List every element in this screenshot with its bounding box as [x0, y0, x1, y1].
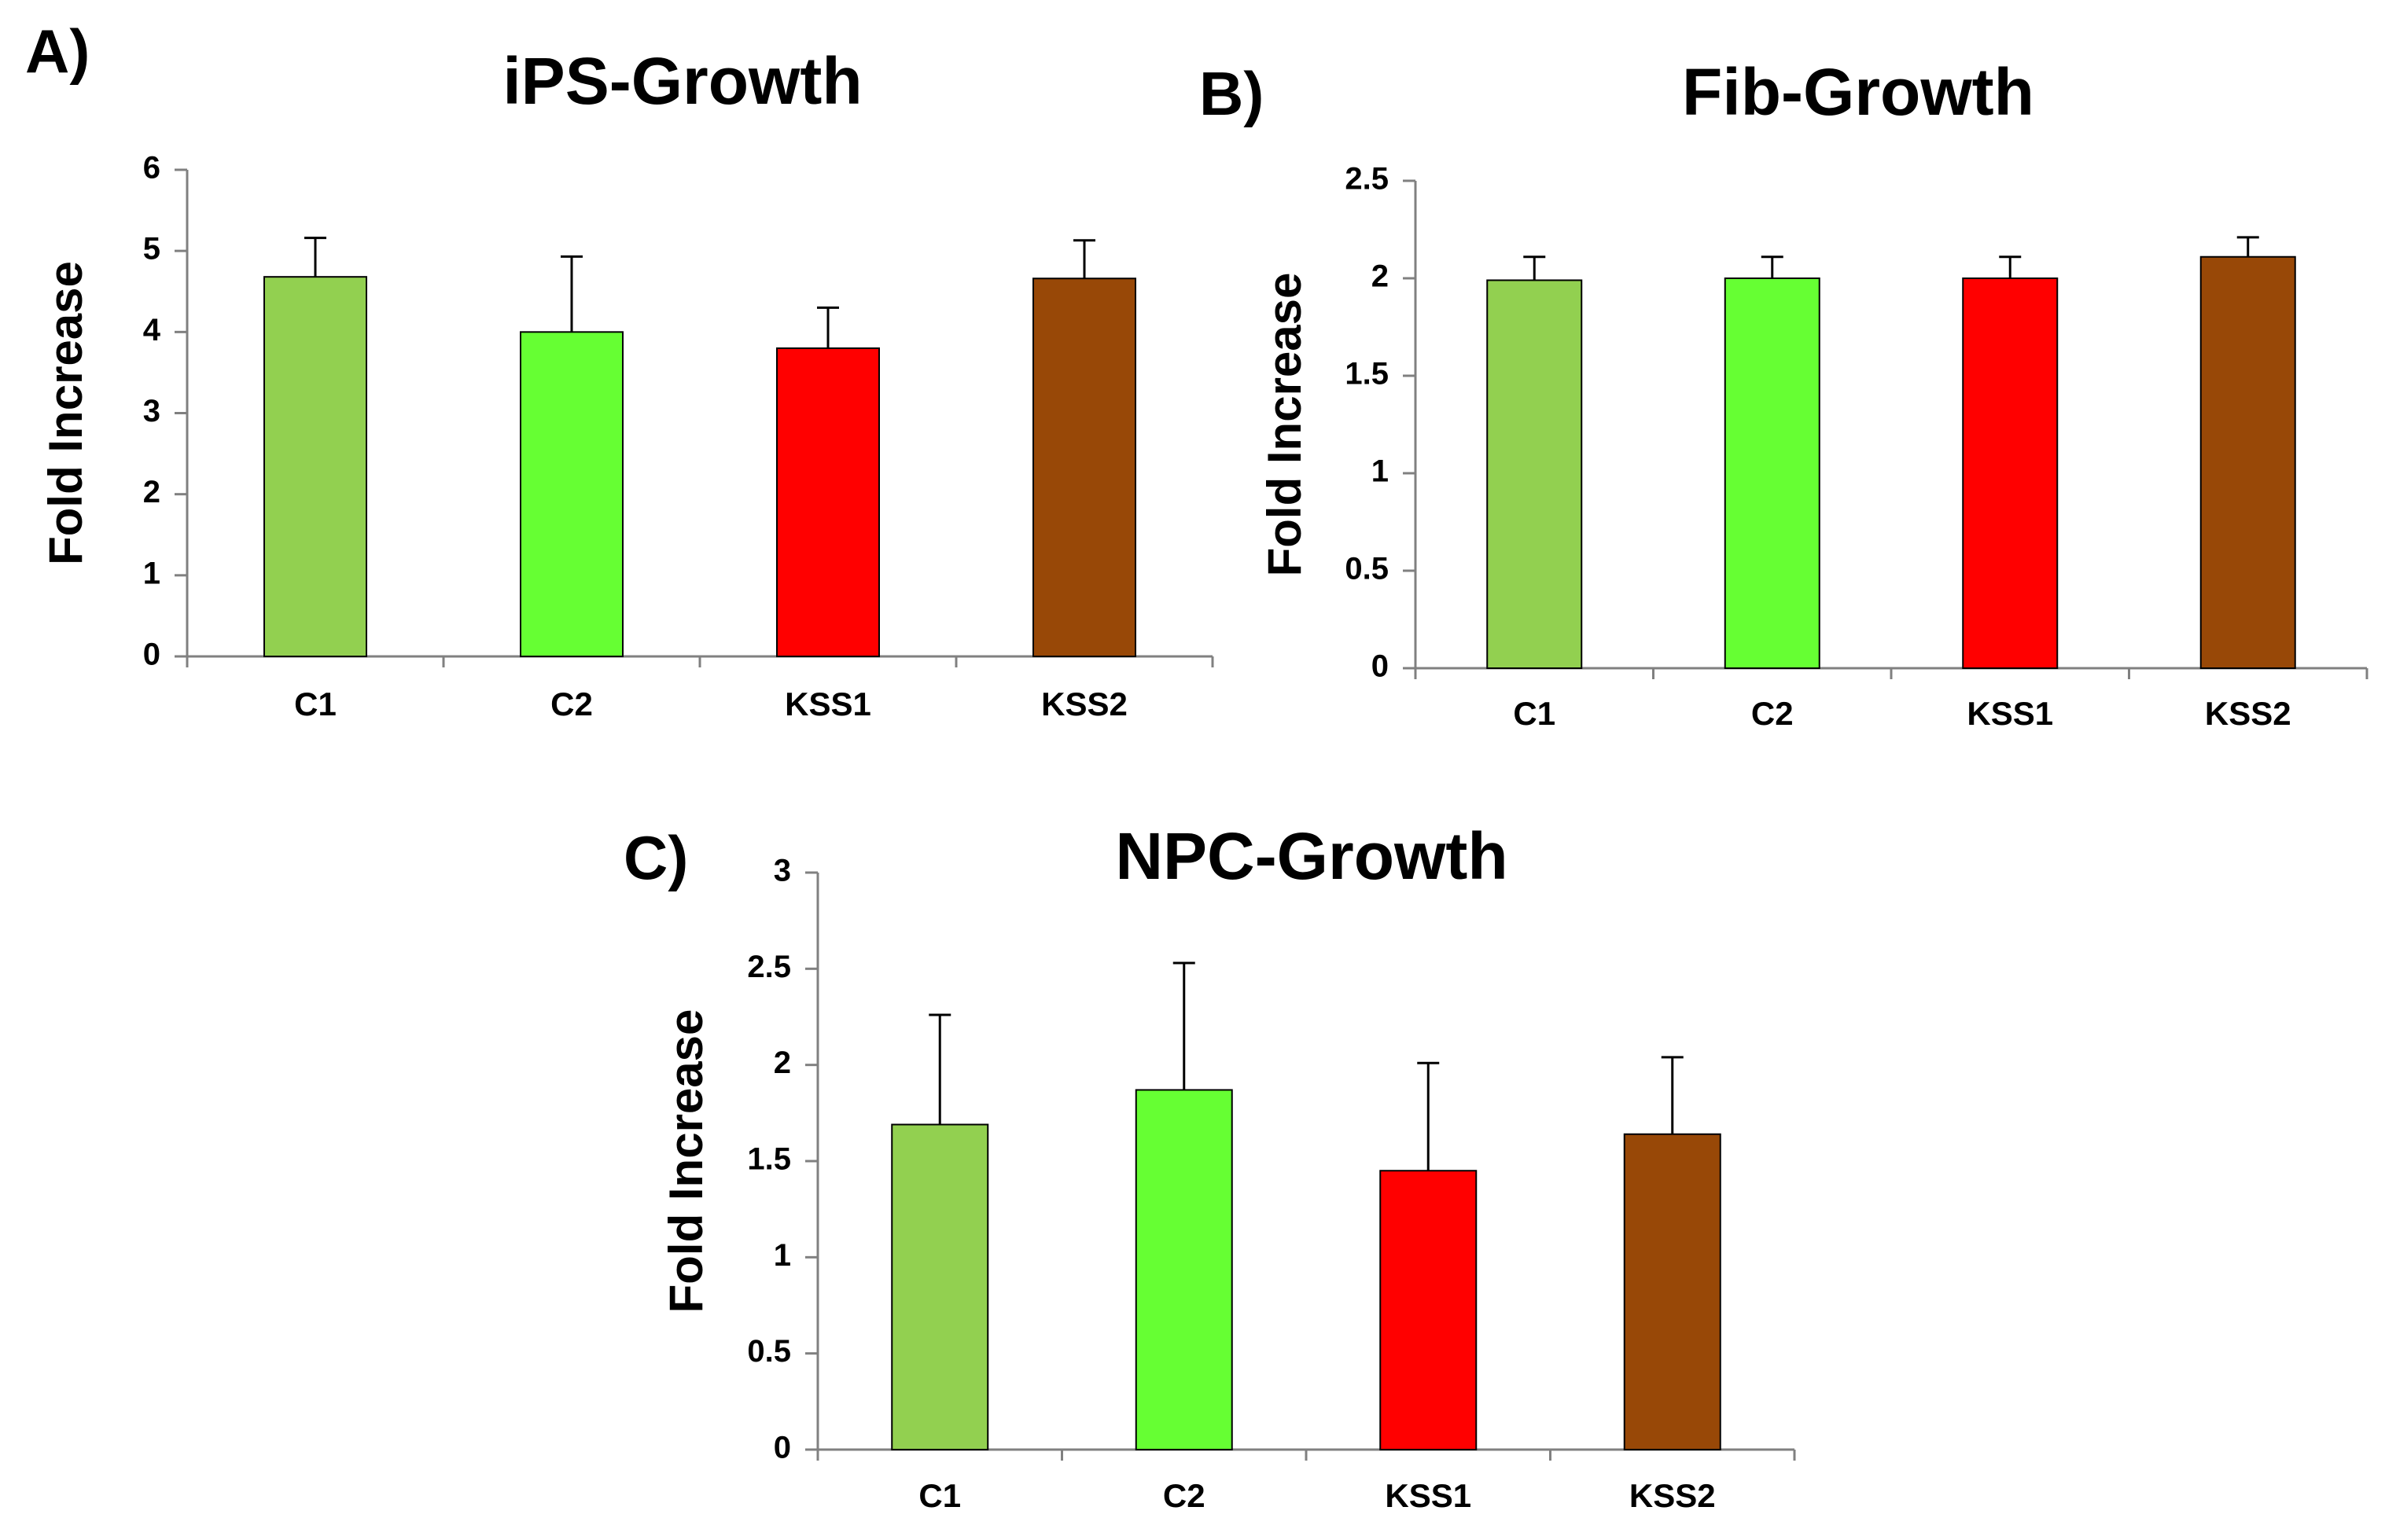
chart-panel-3: C) NPC-Growth Fold Increase 0 0.5 1 1.5 2 2.5 3 C1… [624, 819, 1796, 1514]
bar-c2 [1135, 1089, 1233, 1451]
bar-kss1 [776, 347, 880, 657]
x-tick-label: C1 [294, 685, 337, 722]
x-tick-label: C1 [918, 1477, 961, 1514]
x-tick-label: C1 [1513, 695, 1555, 732]
bar-c1 [263, 276, 367, 657]
chart-title: Fib-Growth [1682, 55, 2034, 129]
y-tick-label: 1 [1371, 454, 1389, 489]
x-tick-label: C2 [1163, 1477, 1205, 1514]
y-tick-label: 0.5 [747, 1334, 791, 1369]
bar-c1 [891, 1123, 989, 1450]
chart-panel-2: B) Fib-Growth Fold Increase 0 0.5 1 1.5 2 2.5 C1 C… [1199, 55, 2368, 732]
y-tick-label: 2 [774, 1046, 791, 1080]
y-tick-label: 1 [143, 556, 160, 590]
y-tick-label: 1 [774, 1238, 791, 1273]
x-tick-label: KSS1 [785, 685, 871, 722]
x-tick-label: C2 [550, 685, 593, 722]
y-tick-label: 0 [1371, 649, 1389, 684]
y-tick-label: 3 [143, 394, 160, 428]
y-tick-label: 0.5 [1345, 552, 1389, 586]
y-tick-label: 3 [774, 854, 791, 888]
y-tick-label: 4 [143, 313, 161, 347]
y-tick-label: 6 [143, 151, 160, 186]
y-tick-label: 1.5 [747, 1142, 791, 1177]
x-tick-label: KSS1 [1967, 695, 2053, 732]
bar-kss2 [2199, 255, 2296, 670]
bar-kss1 [1962, 277, 2059, 669]
chart-title: NPC-Growth [1115, 819, 1507, 893]
x-tick-label: C2 [1751, 695, 1794, 732]
y-tick-label: 2.5 [1345, 162, 1389, 197]
panel-label: B) [1199, 59, 1264, 128]
bar-c1 [1486, 279, 1583, 669]
bar-kss2 [1032, 277, 1136, 657]
y-axis-title: Fold Increase [39, 261, 92, 565]
y-tick-label: 5 [143, 232, 160, 266]
y-tick-label: 1.5 [1345, 357, 1389, 391]
panel-label: A) [25, 17, 90, 86]
y-tick-label: 2 [1371, 259, 1389, 294]
bar-c2 [1724, 277, 1820, 669]
x-tick-label: KSS1 [1385, 1477, 1471, 1514]
chart-panel-1: A) iPS-Growth Fold Increase 0 1 2 3 4 5 6 C1 C2 KSS1… [25, 17, 1214, 722]
bar-c2 [520, 331, 624, 657]
bar-kss1 [1379, 1170, 1478, 1450]
y-axis-title: Fold Increase [1258, 273, 1311, 577]
x-tick-label: KSS2 [2205, 695, 2291, 732]
y-tick-label: 0 [774, 1431, 791, 1465]
y-tick-label: 2.5 [747, 950, 791, 984]
y-axis-title: Fold Increase [660, 1009, 712, 1314]
panel-label: C) [624, 823, 688, 892]
bar-kss2 [1623, 1133, 1721, 1451]
x-tick-label: KSS2 [1041, 685, 1128, 722]
chart-title: iPS-Growth [502, 44, 862, 118]
x-tick-label: KSS2 [1629, 1477, 1716, 1514]
y-tick-label: 2 [143, 475, 160, 509]
y-tick-label: 0 [143, 638, 160, 672]
